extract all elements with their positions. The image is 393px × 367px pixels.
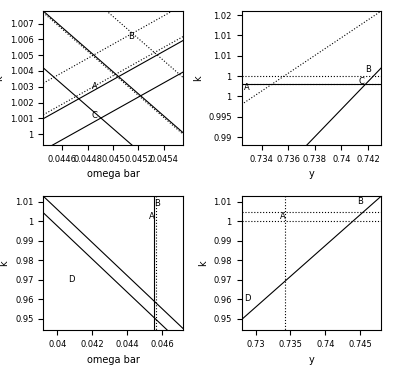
Text: A: A [244,83,250,92]
X-axis label: omega bar: omega bar [86,355,140,364]
X-axis label: y: y [309,170,314,179]
Y-axis label: k: k [0,261,9,266]
Text: C: C [92,111,97,120]
Text: A: A [149,212,154,221]
X-axis label: omega bar: omega bar [86,170,140,179]
Y-axis label: k: k [193,75,203,81]
X-axis label: y: y [309,355,314,364]
Text: B: B [154,199,160,208]
Text: D: D [244,294,250,303]
Text: C: C [358,77,364,86]
Text: B: B [357,197,363,206]
Text: D: D [68,275,75,284]
Text: B: B [365,65,371,74]
Text: A: A [280,212,286,221]
Text: B: B [128,32,134,41]
Y-axis label: k: k [198,261,208,266]
Y-axis label: k: k [0,75,4,81]
Text: A: A [92,82,97,91]
